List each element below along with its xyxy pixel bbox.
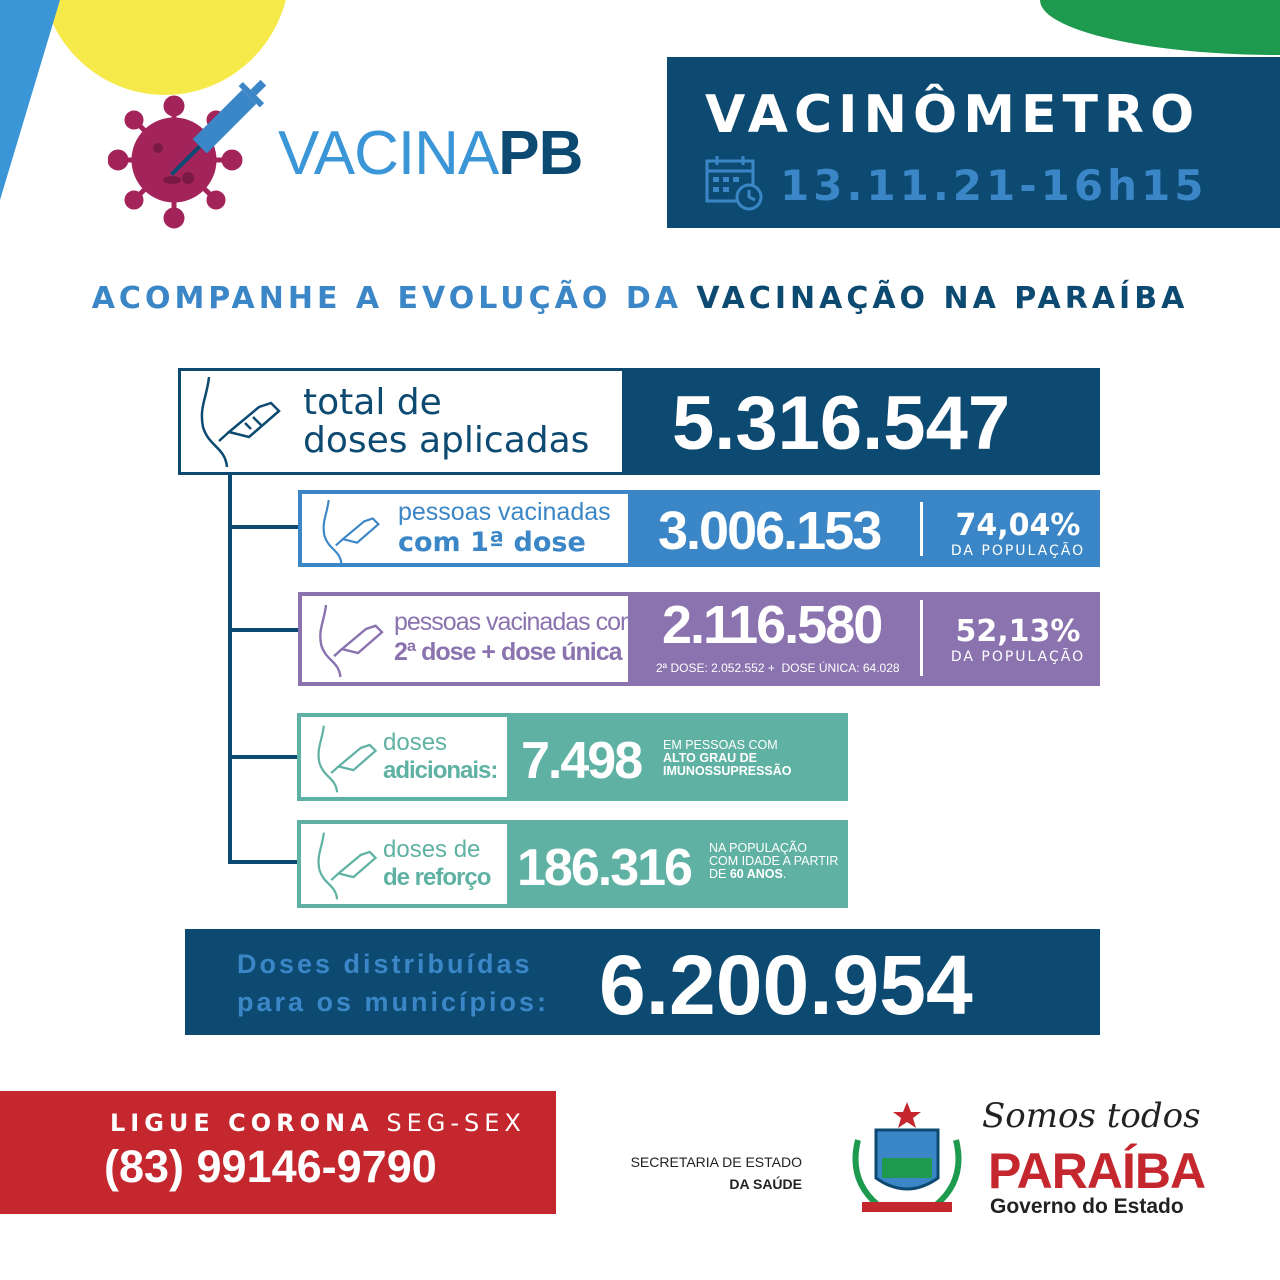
hotline-label-bold: LIGUE CORONA — [110, 1109, 374, 1137]
subtitle: ACOMPANHE A EVOLUÇÃO DA VACINAÇÃO NA PAR… — [0, 281, 1280, 316]
second-dose-label-panel: pessoas vacinadas com 2ª dose + dose úni… — [302, 596, 641, 682]
second-dose-breakdown: 2ª DOSE: 2.052.552 + DOSE ÚNICA: 64.028 — [656, 661, 900, 675]
note-line: ALTO GRAU DE — [663, 751, 757, 765]
percent-value: 74,04% — [955, 508, 1081, 543]
percent-label: DA POPULAÇÃO — [950, 543, 1086, 559]
secretaria-text: SECRETARIA DE ESTADO DA SAÚDE — [600, 1151, 802, 1195]
second-dose-percent: 52,13% DA POPULAÇÃO — [948, 614, 1088, 665]
booster-doses-card: doses de de reforço 186.316 NA POPULAÇÃO… — [297, 820, 848, 908]
header-title: VACINÔMETRO — [705, 85, 1201, 145]
percent-value: 52,13% — [955, 614, 1081, 649]
subtitle-part1: ACOMPANHE A EVOLUÇÃO DA — [91, 281, 682, 316]
blue-stripe-decoration — [0, 0, 60, 200]
hotline-label: LIGUE CORONA SEG-SEX — [110, 1109, 526, 1137]
first-dose-label-line1: pessoas vacinadas — [398, 498, 611, 526]
branch-line — [228, 628, 298, 632]
distributed-label-line1: Doses distribuídas — [237, 949, 533, 979]
hotline-banner: LIGUE CORONA SEG-SEX (83) 99146-9790 — [0, 1091, 556, 1214]
total-label-line2: doses aplicadas — [303, 420, 590, 461]
divider — [920, 600, 923, 676]
slogan: Somos todos — [982, 1096, 1201, 1136]
note-line: IMUNOSSUPRESSÃO — [663, 764, 792, 778]
additional-label-panel: doses adicionais: — [301, 717, 507, 797]
logo-text-bold: PB — [498, 119, 583, 188]
booster-note: NA POPULAÇÃO COM IDADE A PARTIR DE 60 AN… — [709, 842, 838, 881]
vacinometro-header: VACINÔMETRO 13.11.21-16h15 — [667, 57, 1280, 228]
vacinapb-logo: VACINAPB — [278, 118, 583, 189]
first-dose-value: 3.006.153 — [658, 501, 882, 561]
second-dose-value: 2.116.580 — [662, 595, 883, 655]
hotline-label-light: SEG-SEX — [386, 1109, 526, 1137]
vaccine-hand-icon — [322, 500, 381, 564]
branch-line — [228, 755, 298, 759]
note-line: COM IDADE A PARTIR — [709, 854, 839, 868]
booster-label-line1: doses de — [383, 836, 481, 863]
logo-text-light: VACINA — [278, 119, 499, 188]
additional-doses-card: doses adicionais: 7.498 EM PESSOAS COM A… — [297, 713, 848, 801]
first-dose-percent: 74,04% DA POPULAÇÃO — [948, 508, 1088, 559]
additional-label-line2: adicionais: — [383, 757, 498, 784]
government-label: Governo do Estado — [990, 1195, 1184, 1218]
additional-note: EM PESSOAS COM ALTO GRAU DE IMUNOSSUPRES… — [663, 739, 792, 778]
divider — [920, 502, 923, 556]
percent-label: DA POPULAÇÃO — [950, 649, 1086, 665]
total-label-line1: total de — [303, 382, 442, 423]
green-circle-decoration — [1040, 0, 1280, 55]
vaccine-hand-icon — [317, 725, 378, 793]
note-part: 60 ANOS — [729, 867, 783, 881]
second-dose-label-line2: 2ª dose + dose única — [394, 638, 623, 666]
header-date: 13.11.21-16h15 — [780, 161, 1208, 210]
vaccine-hand-icon — [200, 377, 281, 467]
note-part: DE — [709, 867, 730, 881]
state-name: PARAÍBA — [988, 1143, 1206, 1199]
additional-value: 7.498 — [521, 732, 643, 790]
second-dose-label-line1: pessoas vacinadas com — [394, 608, 641, 636]
calendar-clock-icon — [705, 156, 763, 211]
note-line: EM PESSOAS COM — [663, 738, 778, 752]
first-dose-label-line2: com 1ª dose — [398, 527, 586, 558]
hotline-phone[interactable]: (83) 99146-9790 — [104, 1141, 437, 1192]
distributed-value: 6.200.954 — [599, 938, 973, 1032]
branch-line — [228, 525, 298, 529]
total-value: 5.316.547 — [672, 381, 1011, 466]
distributed-label-line2: para os municípios: — [237, 987, 550, 1017]
distributed-doses-card: Doses distribuídas para os municípios: 6… — [185, 929, 1100, 1035]
note-line: NA POPULAÇÃO — [709, 841, 807, 855]
first-dose-label-panel: pessoas vacinadas com 1ª dose — [302, 494, 628, 564]
coat-of-arms-seal — [852, 1102, 962, 1212]
vaccine-hand-icon — [319, 604, 384, 678]
booster-value: 186.316 — [517, 839, 693, 897]
secretaria-line2: DA SAÚDE — [729, 1176, 802, 1192]
additional-label-line1: doses — [383, 729, 448, 756]
distributed-label: Doses distribuídas para os municípios: — [237, 945, 549, 1021]
second-dose-card: pessoas vacinadas com 2ª dose + dose úni… — [298, 592, 1100, 686]
secretaria-line1: SECRETARIA DE ESTADO — [630, 1154, 802, 1170]
tree-connector — [228, 475, 232, 864]
vaccine-hand-icon — [317, 832, 378, 900]
total-doses-card: total de doses aplicadas 5.316.547 — [178, 368, 1100, 475]
subtitle-part2: VACINAÇÃO NA PARAÍBA — [696, 281, 1189, 316]
total-label-panel: total de doses aplicadas — [181, 371, 622, 472]
booster-label-panel: doses de de reforço — [301, 824, 507, 904]
virus-syringe-icon — [108, 79, 267, 229]
note-part: . — [782, 867, 787, 881]
branch-line — [228, 860, 298, 864]
note-line: DE 60 ANOS. — [709, 868, 838, 881]
booster-label-line2: de reforço — [383, 864, 491, 891]
first-dose-card: pessoas vacinadas com 1ª dose 3.006.153 … — [298, 490, 1100, 567]
